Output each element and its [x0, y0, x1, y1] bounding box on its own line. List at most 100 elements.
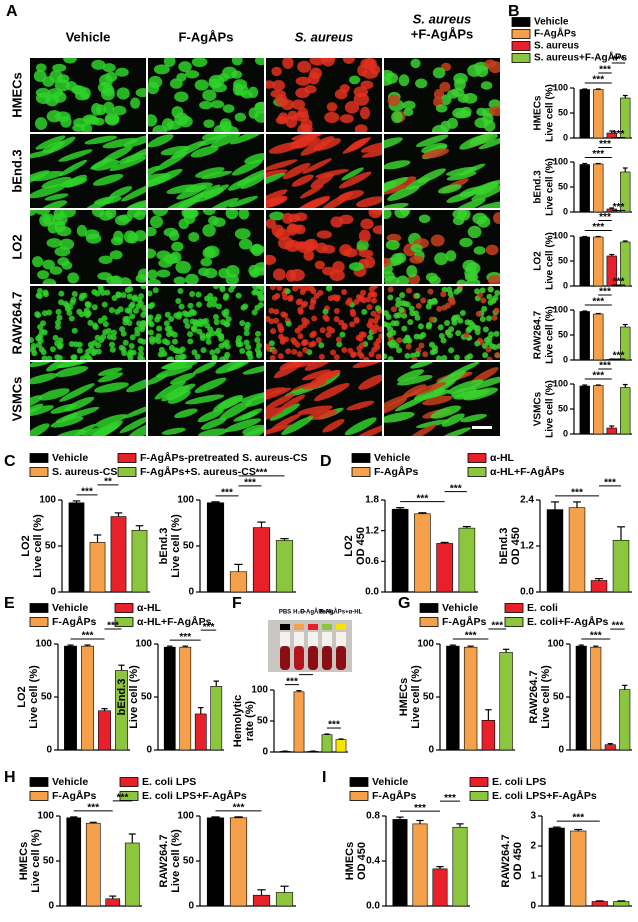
cell: [493, 212, 500, 225]
significance-label: ***: [107, 621, 119, 632]
significance-label: ***: [179, 632, 191, 643]
error-bar: [70, 816, 78, 818]
cell: [361, 308, 368, 315]
cell: [55, 362, 90, 368]
cell: [148, 314, 154, 321]
y-axis-label: Live cell (%): [545, 158, 556, 216]
cell: [108, 341, 115, 348]
cell: [166, 356, 173, 360]
cell: [291, 348, 298, 355]
cell: [190, 145, 219, 158]
cell: [148, 321, 155, 328]
cell: [203, 119, 215, 128]
cell: [410, 244, 423, 253]
bar: [98, 710, 111, 751]
y-tick-label: 0: [563, 280, 568, 290]
cell: [397, 369, 424, 382]
cell: [440, 337, 447, 344]
cell: [467, 353, 474, 360]
y-axis-label: Live cell (%): [28, 665, 40, 729]
micrograph: [148, 210, 264, 284]
cell: [184, 182, 213, 193]
error-bar: [324, 733, 330, 735]
y-axis-label: bEnd.3: [498, 528, 510, 565]
bar: [570, 830, 587, 907]
cell: [201, 170, 232, 180]
cell: [102, 321, 109, 328]
cell: [487, 274, 500, 284]
cell: [245, 391, 264, 407]
cell: [269, 403, 300, 421]
cell: [333, 316, 340, 323]
cell: [322, 308, 329, 315]
y-tick-label: 100: [177, 495, 194, 506]
cell: [52, 334, 59, 341]
tube-top: [308, 632, 318, 646]
cell: [278, 326, 285, 333]
error-bar: [609, 253, 615, 256]
cell: [193, 184, 221, 200]
cell: [266, 195, 288, 208]
error-bar: [211, 816, 220, 818]
legend-label: F-AgÅPs: [52, 789, 96, 802]
cell: [330, 216, 344, 228]
error-bar: [418, 512, 427, 514]
cell: [252, 286, 259, 290]
error-bar: [595, 312, 601, 315]
bar: [432, 868, 448, 907]
cell: [318, 342, 325, 349]
cell: [459, 134, 490, 150]
cell: [134, 211, 146, 220]
cell: [122, 339, 129, 346]
cell: [186, 311, 193, 318]
cell: [126, 308, 133, 315]
cell: [336, 341, 343, 348]
cell: [30, 343, 37, 350]
y-tick-label: 50: [558, 107, 568, 117]
cell: [91, 159, 120, 171]
cell: [211, 301, 218, 308]
cell: [163, 58, 176, 68]
cell: [358, 374, 382, 390]
cells: [266, 58, 381, 132]
error-bar: [607, 743, 613, 745]
cell: [174, 354, 181, 360]
cell: [384, 353, 388, 360]
micrograph: [30, 362, 146, 436]
cell: [446, 171, 477, 181]
cell: [374, 314, 381, 321]
cell: [155, 365, 193, 378]
cell: [271, 348, 278, 355]
cells: [266, 134, 382, 208]
panel-letter: F: [232, 595, 242, 612]
cell: [474, 117, 489, 129]
cell: [129, 334, 136, 341]
y-axis-label: VSMCs: [533, 391, 544, 426]
cell: [297, 405, 333, 415]
cell: [493, 307, 500, 314]
cell: [173, 276, 186, 284]
legend-swatch: [114, 603, 134, 613]
cell: [268, 340, 275, 347]
legend-swatch: [349, 791, 369, 801]
cell: [300, 118, 313, 131]
cell: [202, 89, 217, 102]
cell: [33, 69, 47, 83]
tube-top: [280, 632, 290, 646]
cell: [60, 115, 72, 128]
cell: [255, 352, 262, 359]
cell: [149, 301, 156, 308]
cell: [32, 256, 44, 268]
cell: [475, 310, 482, 317]
cell: [430, 234, 445, 247]
y-tick-label: 50: [183, 541, 195, 552]
significance-label: ***: [592, 222, 604, 233]
y-tick-label: 0: [48, 901, 54, 912]
significance-label: ***: [599, 212, 611, 223]
cell: [208, 197, 239, 208]
legend-swatch: [117, 467, 137, 477]
cell: [178, 218, 190, 230]
cell: [428, 316, 435, 323]
cell: [437, 324, 444, 331]
cell: [54, 323, 61, 330]
